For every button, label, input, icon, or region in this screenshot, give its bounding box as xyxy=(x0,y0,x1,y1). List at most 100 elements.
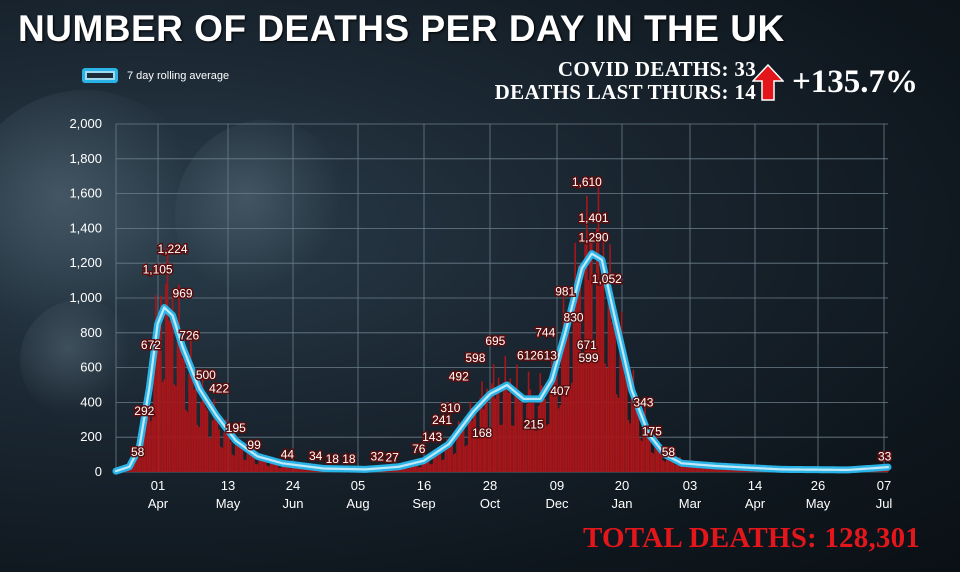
bar xyxy=(256,464,259,472)
bar xyxy=(522,429,525,472)
bar xyxy=(156,341,159,472)
data-label: 492 xyxy=(449,369,469,383)
bar xyxy=(567,331,570,472)
bar xyxy=(404,465,407,472)
data-label: 34 xyxy=(309,449,323,463)
data-label: 981 xyxy=(555,284,575,298)
bar xyxy=(283,462,285,472)
grid xyxy=(115,123,888,473)
x-tick-month: Mar xyxy=(679,496,702,511)
bar xyxy=(407,468,410,472)
bar xyxy=(264,459,267,472)
bar xyxy=(486,388,488,472)
bar xyxy=(649,437,651,472)
bar xyxy=(203,391,205,472)
bar xyxy=(462,428,465,472)
bar xyxy=(586,195,588,472)
bar xyxy=(146,395,149,472)
bar xyxy=(684,462,686,472)
data-label: 500 xyxy=(196,368,216,382)
bar xyxy=(248,446,250,472)
bar xyxy=(675,464,678,472)
bar xyxy=(206,410,209,472)
x-tick-month: Dec xyxy=(545,496,569,511)
bar xyxy=(592,347,595,472)
bar xyxy=(591,231,593,472)
x-tick-day: 03 xyxy=(683,478,697,493)
bar xyxy=(449,441,452,472)
bar xyxy=(464,446,467,472)
bar xyxy=(657,441,660,472)
bar xyxy=(412,464,415,472)
bar xyxy=(446,439,448,472)
bar xyxy=(155,295,157,472)
stats-box: COVID DEATHS: 33 DEATHS LAST THURS: 14 xyxy=(495,58,756,104)
bar xyxy=(239,444,242,472)
bar xyxy=(542,394,545,472)
bar xyxy=(200,402,202,472)
bar xyxy=(191,370,194,472)
data-label: 58 xyxy=(662,445,676,459)
bar xyxy=(670,454,673,472)
bar xyxy=(574,242,576,472)
bar xyxy=(477,436,480,472)
bar xyxy=(138,457,141,472)
y-tick-label: 1,800 xyxy=(69,151,102,166)
bar xyxy=(296,466,299,472)
bar xyxy=(216,421,219,472)
bar xyxy=(637,409,640,472)
bar xyxy=(566,311,568,472)
bar xyxy=(512,425,515,472)
y-tick-label: 2,000 xyxy=(69,116,102,131)
bar xyxy=(529,389,532,472)
bar xyxy=(186,411,189,472)
bar xyxy=(163,379,165,472)
bar xyxy=(288,465,290,472)
bar xyxy=(587,280,590,472)
bar xyxy=(552,364,555,472)
bar xyxy=(634,394,636,472)
virus-background-left xyxy=(0,90,210,350)
bar xyxy=(219,446,222,472)
bar xyxy=(291,468,294,472)
last-thurs-row: DEATHS LAST THURS: 14 xyxy=(495,81,756,104)
data-label: 1,224 xyxy=(158,242,188,256)
bar xyxy=(541,385,543,472)
bar xyxy=(624,376,626,472)
bar xyxy=(236,436,239,472)
data-label: 310 xyxy=(440,401,460,415)
last-thurs-label: DEATHS LAST THURS: xyxy=(494,80,729,104)
bar xyxy=(655,432,658,472)
x-tick-day: 07 xyxy=(877,478,891,493)
bar xyxy=(677,459,680,472)
bar xyxy=(394,469,397,472)
data-label: 599 xyxy=(579,351,599,365)
y-tick-label: 600 xyxy=(80,360,102,375)
bar xyxy=(557,408,560,472)
bar xyxy=(188,373,190,472)
bar xyxy=(284,465,287,472)
bar xyxy=(414,465,417,472)
bar xyxy=(619,345,621,472)
data-label: 343 xyxy=(633,395,653,409)
bar xyxy=(559,405,561,472)
bar xyxy=(427,460,430,472)
bar xyxy=(466,445,468,472)
bar xyxy=(457,421,460,472)
bar xyxy=(506,388,508,472)
bar xyxy=(269,460,272,472)
bar xyxy=(136,449,139,472)
data-label: 744 xyxy=(535,326,555,340)
bar xyxy=(605,368,608,472)
bar xyxy=(650,452,653,472)
covid-deaths-row: COVID DEATHS: 33 xyxy=(495,58,756,81)
bar xyxy=(151,413,154,472)
data-label: 18 xyxy=(326,452,340,466)
bar xyxy=(456,434,458,472)
bar xyxy=(576,299,578,472)
data-label: 1,105 xyxy=(143,263,173,277)
bar xyxy=(223,432,225,472)
data-label: 1,052 xyxy=(592,272,622,286)
bar xyxy=(274,463,277,472)
